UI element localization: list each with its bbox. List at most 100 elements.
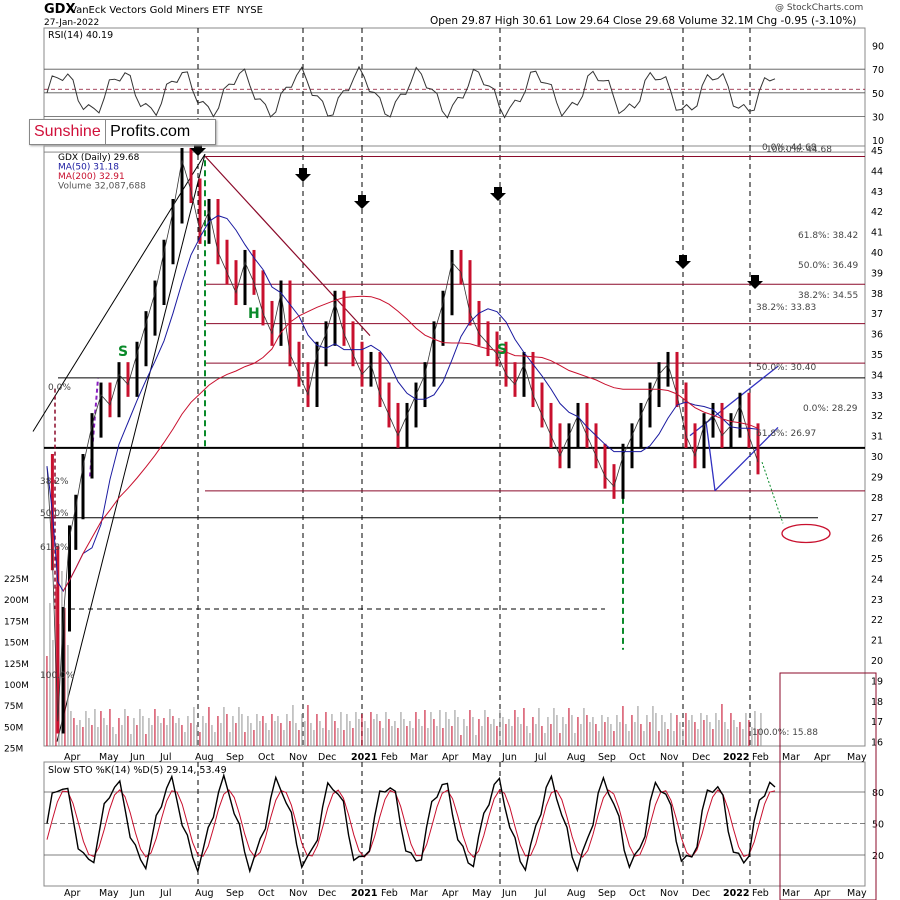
volume-bar: [685, 713, 687, 746]
volume-bar: [568, 708, 570, 746]
x-tick-label-price: Jun: [129, 752, 145, 763]
volume-bar: [337, 728, 339, 746]
volume-bar: [577, 717, 579, 746]
price-line: [46, 160, 759, 722]
volume-bar: [193, 707, 195, 746]
volume-bar: [121, 725, 123, 746]
volume-bar: [244, 732, 246, 746]
volume-bar: [331, 714, 333, 746]
volume-bar: [751, 727, 753, 746]
volume-bar: [553, 708, 555, 746]
volume-bar: [733, 720, 735, 746]
price-tick-label: 22: [871, 615, 883, 626]
volume-bar: [136, 725, 138, 746]
volume-bar: [523, 708, 525, 746]
volume-bar: [658, 731, 660, 746]
volume-bar: [613, 731, 615, 746]
volume-bar: [640, 724, 642, 746]
fib-label: 0.0%: 28.29: [803, 404, 858, 414]
volume-bar: [187, 716, 189, 746]
volume-bar: [382, 728, 384, 746]
volume-bar: [532, 717, 534, 746]
volume-bar: [175, 723, 177, 746]
volume-bar: [643, 731, 645, 746]
volume-bar: [139, 709, 141, 746]
volume-bar: [253, 730, 255, 746]
volume-bar: [196, 725, 198, 746]
x-tick-label-price: May: [472, 752, 492, 763]
stoch-k-line: [46, 772, 776, 874]
volume-bar: [664, 722, 666, 746]
volume-bar: [268, 730, 270, 746]
x-tick-label-stoch: Nov: [289, 888, 308, 899]
rsi-tick-label: 10: [872, 136, 884, 147]
volume-bar: [385, 712, 387, 746]
x-tick-label-price: Dec: [692, 752, 710, 763]
pattern-label: S: [118, 344, 128, 360]
volume-bar: [373, 719, 375, 746]
x-tick-label-price: Jul: [534, 752, 546, 763]
price-tick-label: 40: [871, 248, 883, 259]
volume-bar: [52, 640, 54, 746]
volume-bar: [319, 721, 321, 746]
x-tick-label-stoch: May: [99, 888, 119, 899]
x-tick-label-stoch: May: [847, 888, 867, 899]
price-tick-label: 42: [871, 207, 883, 218]
volume-bar: [556, 715, 558, 746]
volume-bar: [736, 727, 738, 746]
volume-bar: [247, 716, 249, 746]
volume-bar: [619, 722, 621, 746]
price-tick-label: 41: [871, 228, 883, 239]
price-tick-label: 29: [871, 472, 883, 483]
volume-bar: [379, 721, 381, 746]
volume-bar: [106, 725, 108, 746]
x-tick-label-price: Nov: [289, 752, 308, 763]
rsi-line: [46, 65, 776, 119]
volume-bar: [49, 603, 51, 746]
volume-bar: [157, 716, 159, 746]
channel-bottom: [714, 426, 779, 492]
volume-bar: [334, 721, 336, 746]
volume-bar: [271, 714, 273, 746]
x-tick-label-stoch: Jul: [159, 888, 171, 899]
volume-bar: [118, 718, 120, 746]
x-tick-label-price: Mar: [410, 752, 428, 763]
volume-bar: [214, 732, 216, 746]
volume-bar: [562, 717, 564, 746]
volume-bar: [142, 716, 144, 746]
volume-bar: [649, 722, 651, 746]
sunshine-profits-logo: Sunshine Profits.com: [29, 119, 216, 145]
volume-bar: [607, 717, 609, 746]
down-arrow-marker: [747, 275, 763, 289]
volume-bar: [304, 721, 306, 746]
price-tick-label: 17: [871, 717, 883, 728]
price-legend-entry: MA(50) 31.18: [58, 163, 119, 173]
price-tick-label: 24: [871, 574, 883, 585]
volume-bar: [625, 724, 627, 746]
volume-bar: [391, 726, 393, 746]
x-tick-label-stoch: Sep: [598, 888, 616, 899]
volume-bar: [430, 712, 432, 746]
price-tick-label: 18: [871, 697, 883, 708]
volume-bar: [355, 712, 357, 746]
volume-bar: [403, 719, 405, 746]
price-tick-label: 33: [871, 391, 883, 402]
volume-bar: [634, 722, 636, 746]
volume-bar: [235, 723, 237, 746]
x-tick-label-stoch: Feb: [381, 888, 398, 899]
x-tick-label-price: Dec: [318, 752, 336, 763]
volume-bar: [133, 718, 135, 746]
volume-bar: [418, 719, 420, 746]
volume-bar: [739, 722, 741, 746]
volume-bar: [682, 729, 684, 746]
x-tick-label-stoch: Jul: [534, 888, 546, 899]
volume-bar: [691, 715, 693, 746]
volume-bar: [190, 723, 192, 746]
volume-bar: [220, 723, 222, 746]
price-tick-label: 16: [871, 738, 883, 749]
volume-bar: [460, 735, 462, 746]
volume-bar: [97, 727, 99, 746]
volume-bar: [259, 721, 261, 746]
volume-bar: [250, 723, 252, 746]
